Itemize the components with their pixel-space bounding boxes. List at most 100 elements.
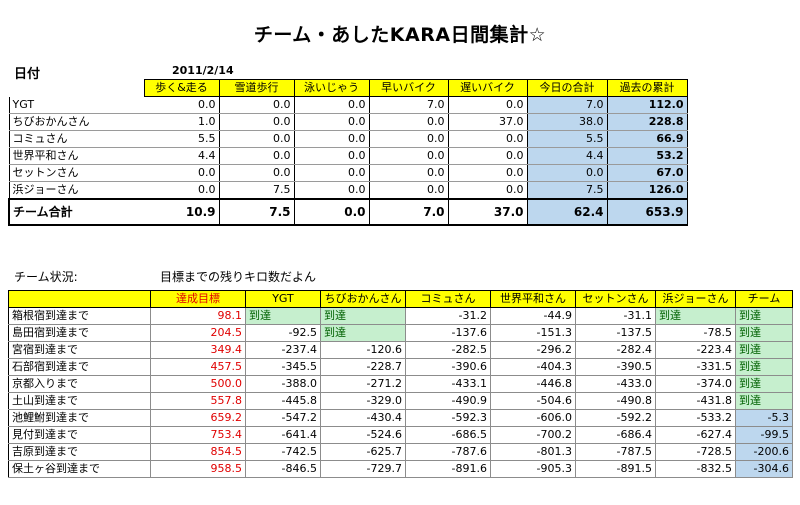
table-row: 石部宿到達まで 457.5 -345.5 -228.7 -390.6 -404.3 -390… [8,358,793,376]
team-total-label: チーム合計 [8,198,144,226]
remaining-cell: -430.4 [320,409,406,427]
goal-distance: 500.0 [150,375,246,393]
header-blank [9,80,144,97]
value-cell: 0.0 [294,96,370,114]
remaining-cell: -891.6 [405,460,491,478]
date-value: 2011/2/14 [172,64,234,77]
remaining-cell: -31.1 [575,307,656,325]
value-cell: 0.0 [369,113,449,131]
milestone-name: 池鯉鮒到達まで [8,409,151,427]
remaining-cell: -137.5 [575,324,656,342]
arrived-cell: 到達 [245,307,321,325]
remaining-cell: -832.5 [655,460,736,478]
arrived-cell: 到達 [735,341,793,359]
remaining-cell: -627.4 [655,426,736,444]
arrived-cell: 到達 [320,324,406,342]
value-cell: 5.5 [144,130,220,148]
remaining-cell: -524.6 [320,426,406,444]
member-name: セットンさん [8,164,144,182]
remaining-cell: -445.8 [245,392,321,410]
remaining-cell: -533.2 [655,409,736,427]
remaining-cell: -390.6 [405,358,491,376]
column-header: コミュさん [405,290,491,308]
milestone-name: 土山到達まで [8,392,151,410]
remaining-cell: -641.4 [245,426,321,444]
table-row: コミュさん 5.5 0.0 0.0 0.0 0.0 5.5 66.9 [8,130,688,148]
remaining-cell: -431.8 [655,392,736,410]
remaining-cell: -78.5 [655,324,736,342]
table-row: 保土ヶ谷到達まで 958.5 -846.5 -729.7 -891.6 -905.3 -89… [8,460,793,478]
column-header: 遅いバイク [447,79,528,97]
table-row: YGT 0.0 0.0 0.0 7.0 0.0 7.0 112.0 [8,96,688,114]
table-row: 京都入りまで 500.0 -388.0 -271.2 -433.1 -446.8 -433.… [8,375,793,393]
remaining-cell: -237.4 [245,341,321,359]
milestone-name: 島田宿到達まで [8,324,151,342]
daily-totals-table: 歩く&走る 雪道歩行 泳いじゃう 早いバイク 遅いバイク 今日の合計 過去の累計 YGT 0.0… [8,79,688,226]
arrived-cell: 到達 [735,324,793,342]
remaining-cell: -345.5 [245,358,321,376]
remaining-cell: -728.5 [655,443,736,461]
table-row: 宮宿到達まで 349.4 -237.4 -120.6 -282.5 -296.2 -282.… [8,341,793,359]
value-cell: 0.0 [294,130,370,148]
milestone-name: 宮宿到達まで [8,341,151,359]
column-header: YGT [245,290,321,308]
value-cell: 37.0 [448,113,528,131]
value-cell: 0.0 [448,181,528,200]
remaining-cell: -547.2 [245,409,321,427]
page-title: チーム・あしたKARA日間集計☆ [253,24,547,46]
value-cell: 0.0 [294,113,370,131]
column-header: ちびおかんさん [320,290,406,308]
value-cell: 5.5 [527,130,608,148]
remaining-cell: -296.2 [490,341,576,359]
table-row: 浜ジョーさん 0.0 7.5 0.0 0.0 0.0 7.5 126.0 [8,181,688,200]
remaining-cell: -686.4 [575,426,656,444]
remaining-cell: -137.6 [405,324,491,342]
member-name: 世界平和さん [8,147,144,165]
total-cell: 62.4 [527,198,608,226]
remaining-cell: -92.5 [245,324,321,342]
header-blank [8,290,151,308]
value-cell: 126.0 [607,181,688,200]
goal-distance: 98.1 [150,307,246,325]
value-cell: 7.0 [527,96,608,114]
goal-distance: 753.4 [150,426,246,444]
value-cell: 0.0 [294,147,370,165]
goal-distance: 958.5 [150,460,246,478]
remaining-cell: -446.8 [490,375,576,393]
column-header: セットンさん [575,290,656,308]
value-cell: 0.0 [144,96,220,114]
value-cell: 0.0 [219,96,295,114]
table-row: ちびおかんさん 1.0 0.0 0.0 0.0 37.0 38.0 228.8 [8,113,688,131]
remaining-cell: -490.8 [575,392,656,410]
remaining-cell: -99.5 [735,426,793,444]
column-header: 今日の合計 [526,79,608,97]
column-header: チーム [735,290,793,308]
value-cell: 0.0 [144,181,220,200]
remaining-cell: -433.1 [405,375,491,393]
value-cell: 0.0 [219,113,295,131]
value-cell: 0.0 [369,164,449,182]
remaining-cell: -490.9 [405,392,491,410]
column-header: 雪道歩行 [218,79,295,97]
column-header: 世界平和さん [490,290,576,308]
goal-distance: 349.4 [150,341,246,359]
team-status-label: チーム状況: [14,270,78,284]
column-header: 早いバイク [368,79,449,97]
remaining-cell: -801.3 [490,443,576,461]
arrived-cell: 到達 [320,307,406,325]
value-cell: 0.0 [448,96,528,114]
goal-distance: 557.8 [150,392,246,410]
milestone-name: 見付到達まで [8,426,151,444]
header-row: 達成目標 YGT ちびおかんさん コミュさん 世界平和さん セットンさん 浜ジョーさん チーム [8,290,793,308]
remaining-cell: -120.6 [320,341,406,359]
remaining-cell: -44.9 [490,307,576,325]
remaining-cell: -846.5 [245,460,321,478]
remaining-cell: -625.7 [320,443,406,461]
table-row: 世界平和さん 4.4 0.0 0.0 0.0 0.0 4.4 53.2 [8,147,688,165]
remaining-cell: -433.0 [575,375,656,393]
value-cell: 112.0 [607,96,688,114]
value-cell: 228.8 [607,113,688,131]
remaining-cell: -151.3 [490,324,576,342]
total-cell: 0.0 [294,198,370,226]
remaining-cell: -331.5 [655,358,736,376]
